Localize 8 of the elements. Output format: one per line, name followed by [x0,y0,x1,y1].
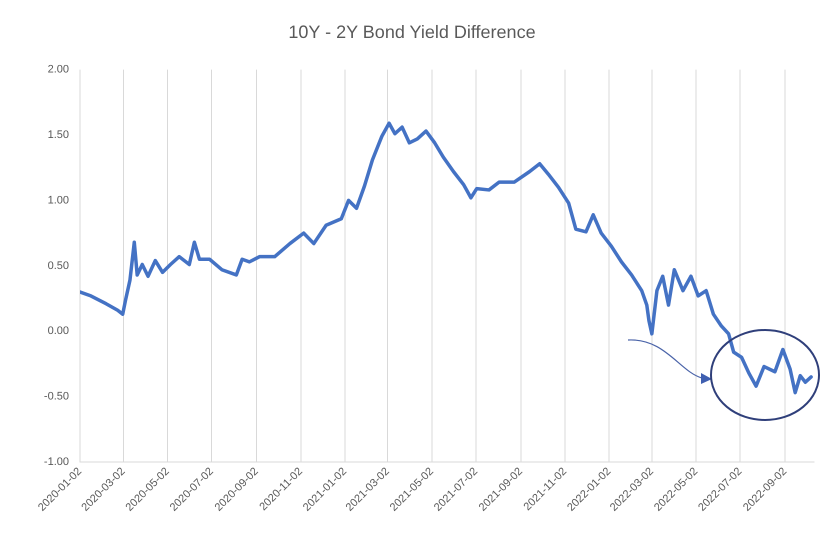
y-tick-label: -0.50 [44,390,69,403]
y-tick-label: 1.00 [48,194,69,206]
y-tick-label: 0.00 [48,325,69,338]
y-tick-label: -1.00 [44,456,69,468]
y-tick-label: 2.00 [48,64,69,76]
y-tick-label: 1.50 [48,129,69,142]
y-tick-label: 0.50 [48,260,69,272]
chart-title: 10Y - 2Y Bond Yield Difference [288,22,536,42]
